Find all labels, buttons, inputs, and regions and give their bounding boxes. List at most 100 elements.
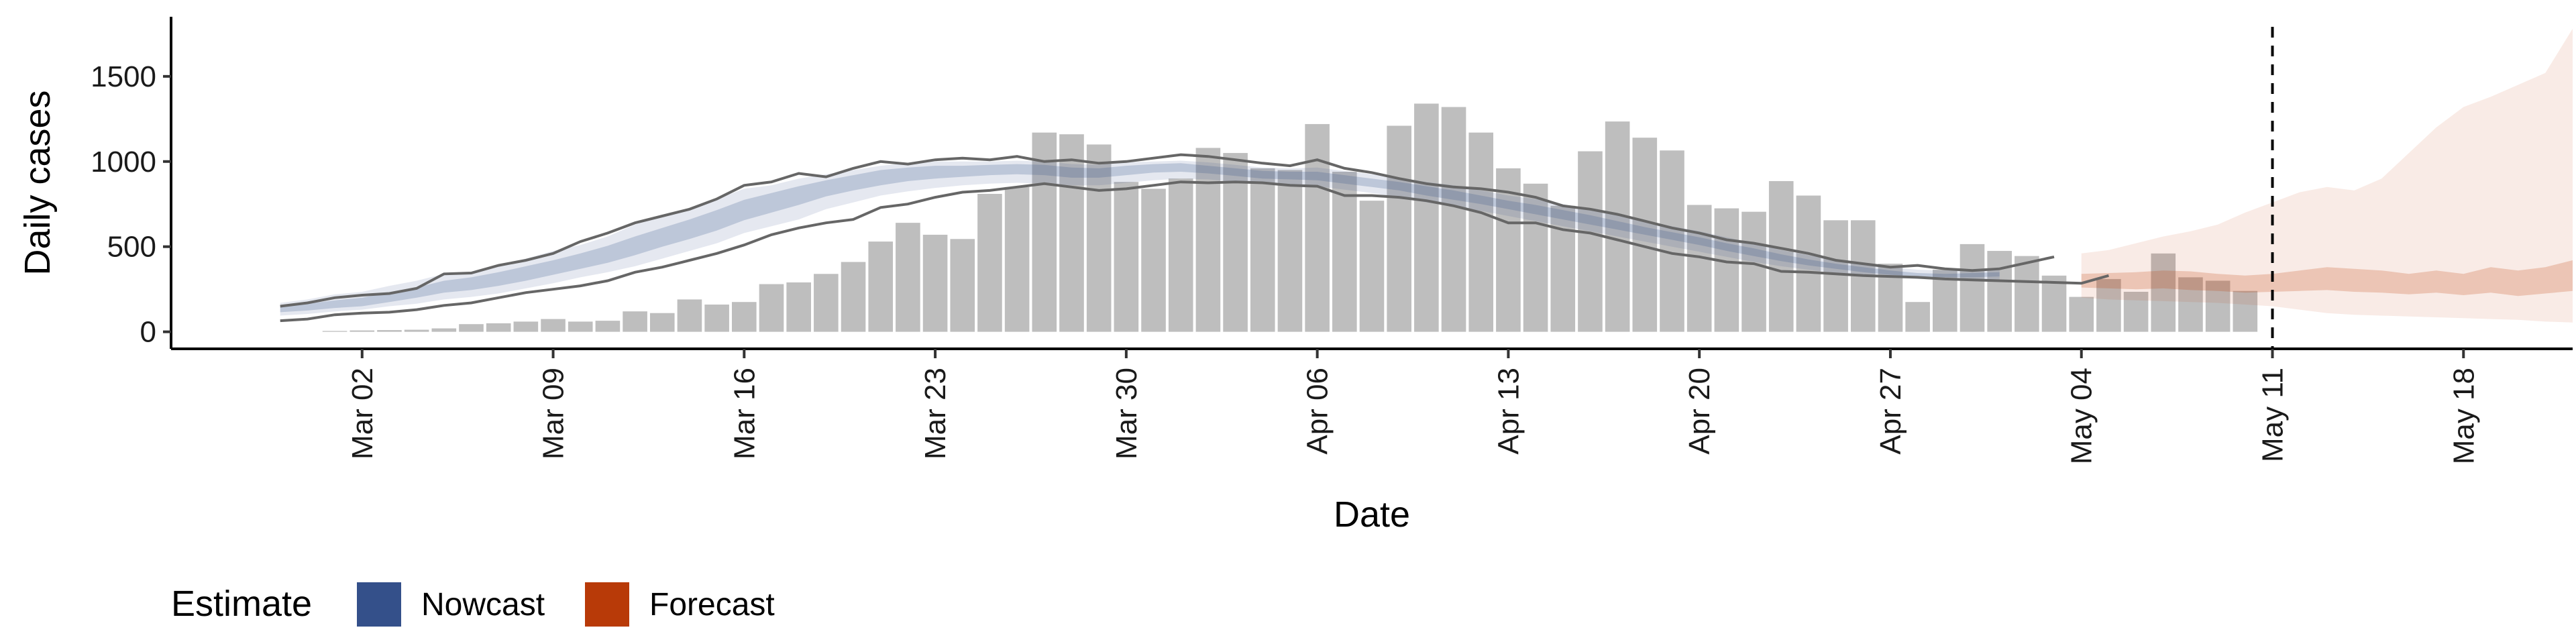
- bar: [704, 305, 729, 332]
- x-tick-label: Apr 13: [1492, 368, 1525, 455]
- bar: [1823, 220, 1848, 332]
- bar: [2178, 277, 2203, 332]
- bar: [1796, 195, 1821, 332]
- bar: [623, 311, 647, 332]
- bar: [2123, 291, 2149, 332]
- bar: [1332, 172, 1357, 332]
- x-tick-label: Mar 09: [537, 368, 570, 460]
- x-tick-label: Mar 16: [728, 368, 761, 460]
- x-tick-label: Apr 20: [1683, 368, 1716, 455]
- x-tick-label: Apr 27: [1874, 368, 1907, 455]
- bar: [1250, 168, 1275, 332]
- axes-layer: [170, 17, 2573, 350]
- bar: [1768, 180, 1794, 332]
- estimate-line-upper: [280, 153, 2055, 308]
- bar: [2041, 275, 2067, 332]
- bar: [1059, 134, 1084, 332]
- bar: [1414, 103, 1439, 332]
- legend: Estimate Nowcast Forecast: [171, 582, 775, 627]
- bar: [541, 319, 566, 332]
- bar: [1359, 201, 1385, 332]
- bar: [649, 313, 675, 332]
- bar: [922, 234, 948, 332]
- bar: [868, 241, 894, 332]
- y-axis-title: Daily cases: [17, 90, 58, 275]
- bar: [404, 329, 429, 332]
- bar: [2205, 280, 2231, 332]
- bar: [2151, 253, 2176, 332]
- bar: [2069, 297, 2094, 332]
- bar: [1441, 107, 1466, 332]
- bar: [1032, 132, 1057, 332]
- bar: [814, 274, 839, 332]
- bar: [1987, 251, 2012, 332]
- bar: [1141, 189, 1166, 332]
- bands-layer: [280, 28, 2573, 323]
- bar: [1195, 148, 1221, 332]
- bar: [841, 262, 866, 332]
- bar: [896, 223, 920, 332]
- bar: [1632, 138, 1658, 332]
- bars-layer: [322, 103, 2258, 332]
- bar: [1660, 150, 1684, 332]
- forecast-inner-band: [2081, 260, 2573, 297]
- estimate-line-lower: [280, 180, 2109, 323]
- bar: [1496, 168, 1521, 332]
- bar: [1578, 151, 1603, 332]
- x-tick-label: Mar 23: [919, 368, 952, 460]
- bar: [1468, 132, 1494, 332]
- bar: [486, 323, 511, 332]
- bar: [459, 324, 484, 332]
- bar: [950, 239, 975, 332]
- bar: [513, 321, 539, 332]
- bar: [677, 299, 702, 332]
- x-tick-label: Apr 06: [1301, 368, 1334, 455]
- bar: [2015, 256, 2039, 332]
- bar: [1387, 125, 1411, 332]
- bar: [1714, 208, 1739, 332]
- x-ticks: Mar 02 Mar 09 Mar 16 Mar 23 Mar 30 Apr 06 Apr …: [346, 349, 2480, 464]
- bar: [568, 321, 593, 332]
- bar: [1168, 178, 1193, 332]
- bar: [1686, 205, 1712, 332]
- bar: [350, 330, 375, 332]
- y-ticks: 0 500 1000 1500: [91, 60, 171, 349]
- bar: [732, 302, 757, 332]
- x-tick-label: Mar 30: [1110, 368, 1143, 460]
- bar: [595, 321, 621, 332]
- y-tick-label: 0: [140, 316, 156, 349]
- bar: [1605, 121, 1630, 332]
- bar: [786, 282, 811, 332]
- bar: [1305, 123, 1330, 332]
- bar: [1741, 211, 1766, 332]
- bar: [1004, 186, 1030, 332]
- bar: [2096, 278, 2121, 332]
- bar: [1905, 302, 1930, 332]
- bar: [977, 194, 1002, 332]
- bar: [1277, 170, 1303, 332]
- legend-swatch-nowcast: [357, 582, 401, 627]
- x-tick-label: Mar 02: [346, 368, 379, 460]
- bar: [1960, 244, 1985, 332]
- bar: [1086, 144, 1112, 332]
- legend-swatch-forecast: [585, 582, 629, 627]
- x-axis-title: Date: [1334, 494, 1410, 535]
- legend-label-nowcast: Nowcast: [421, 587, 545, 623]
- y-tick-label: 1000: [91, 146, 156, 178]
- x-tick-label: May 11: [2257, 368, 2290, 462]
- bar: [759, 284, 784, 332]
- forecast-outer-band: [2081, 28, 2573, 323]
- nowcast-outer-band: [280, 160, 2000, 316]
- lines-layer: [280, 27, 2274, 349]
- x-tick-label: May 18: [2447, 368, 2480, 464]
- bar: [431, 328, 457, 332]
- bar: [2233, 290, 2258, 332]
- bar: [1114, 182, 1139, 332]
- legend-title: Estimate: [171, 584, 312, 624]
- bar: [1523, 183, 1548, 332]
- bar: [377, 330, 402, 332]
- x-tick-label: May 04: [2065, 368, 2098, 464]
- y-tick-label: 500: [107, 231, 156, 264]
- legend-label-forecast: Forecast: [649, 587, 775, 623]
